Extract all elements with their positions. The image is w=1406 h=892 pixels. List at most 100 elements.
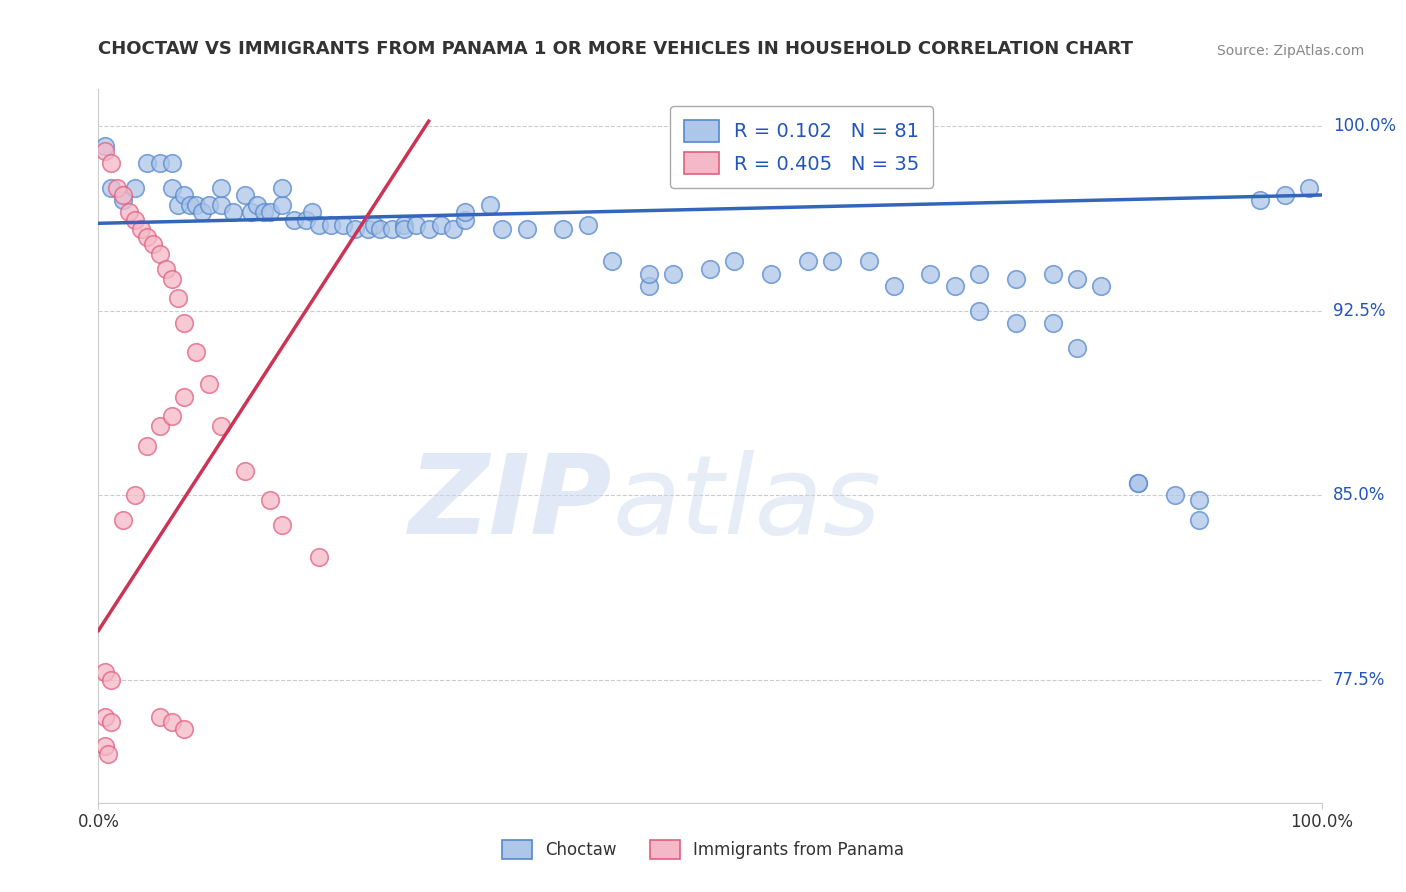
Point bbox=[356, 222, 378, 236]
Point bbox=[418, 222, 440, 236]
Point bbox=[259, 493, 281, 508]
Point bbox=[308, 549, 330, 564]
Point bbox=[149, 156, 172, 170]
Point bbox=[186, 198, 208, 212]
Text: 77.5%: 77.5% bbox=[1333, 671, 1385, 689]
Point bbox=[1042, 316, 1064, 330]
Point bbox=[100, 714, 122, 729]
Point bbox=[222, 205, 245, 219]
Point bbox=[283, 212, 305, 227]
Point bbox=[93, 144, 115, 158]
Point bbox=[344, 222, 367, 236]
Point bbox=[363, 218, 385, 232]
Point bbox=[405, 218, 427, 232]
Point bbox=[1066, 271, 1088, 285]
Point bbox=[553, 222, 575, 236]
Point bbox=[761, 267, 783, 281]
Point bbox=[1249, 193, 1271, 207]
Point bbox=[454, 205, 477, 219]
Point bbox=[1090, 279, 1112, 293]
Point bbox=[1274, 188, 1296, 202]
Point bbox=[332, 218, 354, 232]
Point bbox=[576, 218, 599, 232]
Point bbox=[295, 212, 318, 227]
Text: ZIP: ZIP bbox=[409, 450, 612, 557]
Point bbox=[1004, 271, 1026, 285]
Text: 92.5%: 92.5% bbox=[1333, 301, 1385, 319]
Point bbox=[129, 222, 152, 236]
Point bbox=[209, 180, 232, 194]
Point bbox=[883, 279, 905, 293]
Point bbox=[100, 180, 122, 194]
Point bbox=[515, 222, 537, 236]
Point bbox=[209, 198, 232, 212]
Point bbox=[160, 714, 183, 729]
Point bbox=[723, 254, 745, 268]
Point bbox=[699, 261, 721, 276]
Point bbox=[392, 222, 416, 236]
Point bbox=[105, 180, 128, 194]
Point bbox=[136, 230, 159, 244]
Point bbox=[111, 193, 134, 207]
Point bbox=[478, 198, 501, 212]
Point bbox=[160, 180, 183, 194]
Point bbox=[662, 267, 685, 281]
Point bbox=[967, 303, 990, 318]
Point bbox=[197, 198, 219, 212]
Point bbox=[259, 205, 281, 219]
Point bbox=[155, 261, 177, 276]
Point bbox=[381, 222, 404, 236]
Point bbox=[301, 205, 323, 219]
Point bbox=[1164, 488, 1187, 502]
Text: 85.0%: 85.0% bbox=[1333, 486, 1385, 504]
Point bbox=[167, 198, 190, 212]
Point bbox=[233, 188, 256, 202]
Point bbox=[1128, 475, 1150, 490]
Point bbox=[637, 279, 661, 293]
Point bbox=[197, 377, 219, 392]
Point bbox=[93, 739, 115, 754]
Point bbox=[392, 218, 416, 232]
Text: 100.0%: 100.0% bbox=[1333, 117, 1396, 135]
Point bbox=[368, 222, 391, 236]
Point bbox=[1298, 180, 1320, 194]
Point bbox=[173, 188, 195, 202]
Point bbox=[246, 198, 269, 212]
Point bbox=[111, 188, 134, 202]
Text: CHOCTAW VS IMMIGRANTS FROM PANAMA 1 OR MORE VEHICLES IN HOUSEHOLD CORRELATION CH: CHOCTAW VS IMMIGRANTS FROM PANAMA 1 OR M… bbox=[98, 40, 1133, 58]
Point bbox=[920, 267, 942, 281]
Point bbox=[93, 709, 115, 723]
Point bbox=[142, 237, 165, 252]
Point bbox=[167, 291, 190, 305]
Point bbox=[1188, 513, 1211, 527]
Point bbox=[124, 488, 146, 502]
Point bbox=[160, 156, 183, 170]
Point bbox=[173, 722, 195, 736]
Point bbox=[797, 254, 820, 268]
Point bbox=[270, 198, 294, 212]
Legend: Choctaw, Immigrants from Panama: Choctaw, Immigrants from Panama bbox=[495, 833, 911, 866]
Point bbox=[93, 665, 115, 680]
Legend: R = 0.102   N = 81, R = 0.405   N = 35: R = 0.102 N = 81, R = 0.405 N = 35 bbox=[671, 106, 934, 188]
Point bbox=[319, 218, 342, 232]
Point bbox=[637, 267, 661, 281]
Point bbox=[100, 673, 122, 687]
Point bbox=[118, 205, 141, 219]
Point bbox=[149, 709, 172, 723]
Point bbox=[240, 205, 263, 219]
Point bbox=[100, 156, 122, 170]
Point bbox=[600, 254, 623, 268]
Point bbox=[124, 212, 146, 227]
Point bbox=[124, 180, 146, 194]
Point bbox=[209, 419, 232, 434]
Point bbox=[97, 747, 120, 761]
Point bbox=[186, 345, 208, 359]
Point bbox=[160, 409, 183, 424]
Point bbox=[179, 198, 201, 212]
Point bbox=[1188, 493, 1211, 508]
Point bbox=[270, 180, 294, 194]
Point bbox=[430, 218, 453, 232]
Point bbox=[136, 439, 159, 453]
Point bbox=[967, 267, 990, 281]
Point bbox=[173, 390, 195, 404]
